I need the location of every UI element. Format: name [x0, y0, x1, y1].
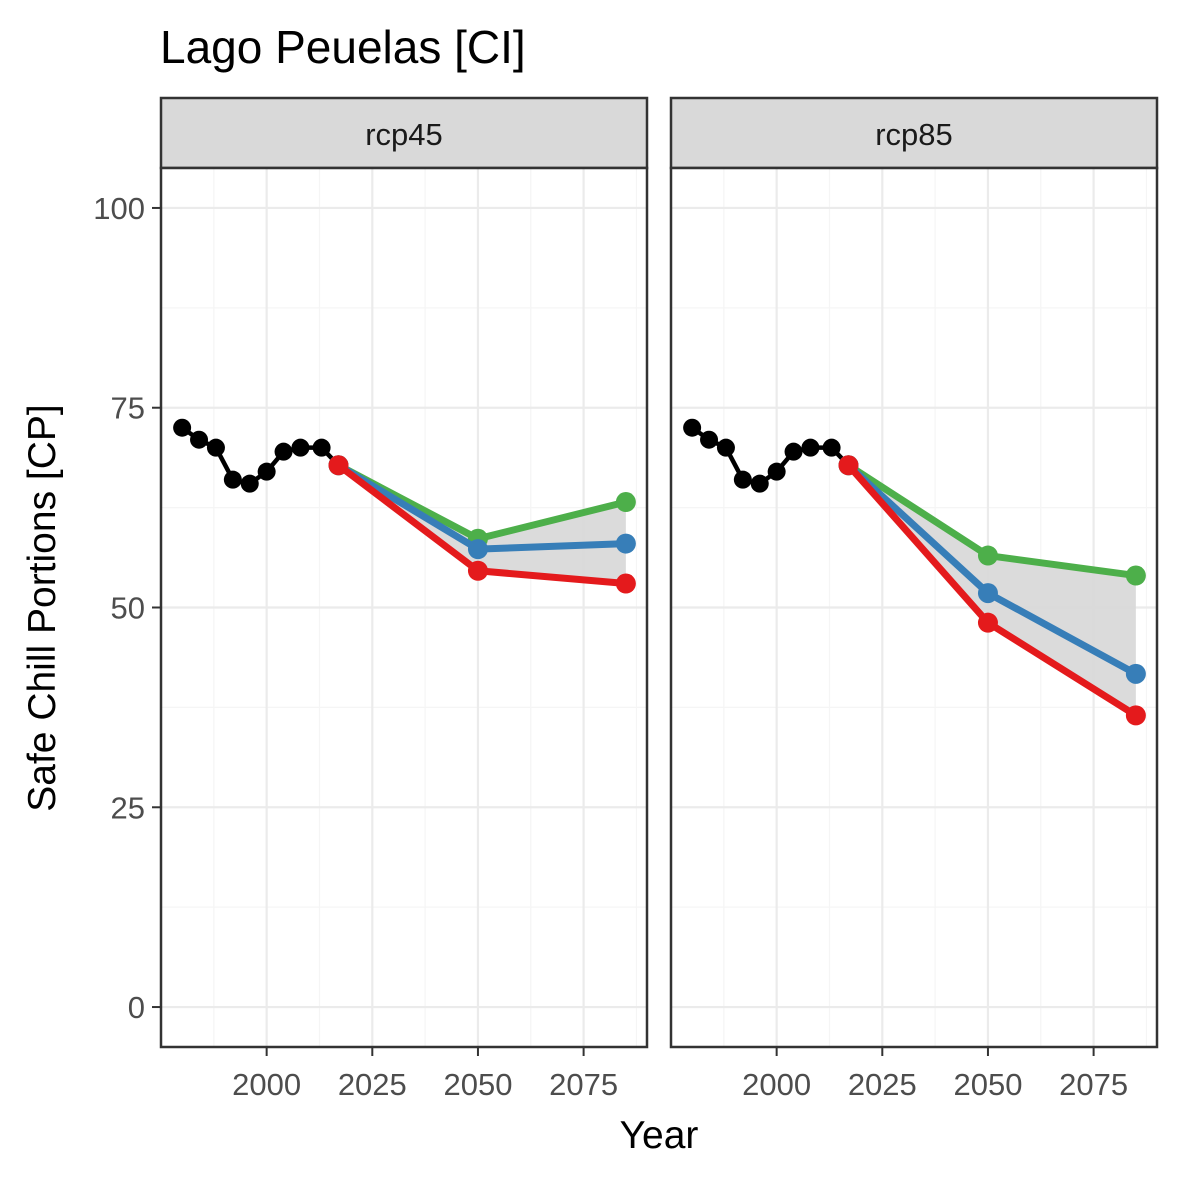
chart-title: Lago Peuelas [CI] — [160, 21, 526, 73]
historic-point — [206, 438, 225, 457]
historic-point — [683, 418, 702, 437]
historic-point — [716, 438, 735, 457]
projection-point-high — [977, 545, 998, 566]
y-axis-title: Safe Chill Portions [CP] — [21, 404, 64, 812]
y-tick-label: 25 — [111, 790, 145, 825]
strip-label: rcp85 — [875, 117, 953, 152]
historic-point — [223, 470, 242, 489]
panel-rcp85: rcp85 2000 2025 2050 2075 — [669, 96, 1159, 1102]
historic-point — [312, 438, 331, 457]
historic-point — [173, 418, 192, 437]
projection-point-low — [977, 612, 998, 633]
historic-point — [733, 470, 752, 489]
y-tick-label: 50 — [111, 591, 145, 626]
strip-background — [669, 96, 1159, 170]
projection-point-low — [328, 455, 349, 476]
historic-point — [190, 430, 209, 449]
y-tick-label: 75 — [111, 391, 145, 426]
x-axis-title: Year — [620, 1114, 699, 1157]
x-tick-label: 2050 — [443, 1067, 512, 1102]
projection-point-mid — [977, 583, 998, 604]
historic-point — [767, 462, 786, 481]
projection-point-low — [615, 573, 636, 594]
panel-border — [669, 166, 1159, 1049]
y-tick-label: 0 — [128, 990, 145, 1025]
strip-label: rcp45 — [365, 117, 443, 152]
projection-point-mid — [467, 539, 488, 560]
projection-point-mid — [1125, 663, 1146, 684]
historic-point — [257, 462, 276, 481]
x-tick-label: 2000 — [232, 1067, 301, 1102]
projection-point-low — [1125, 705, 1146, 726]
projection-point-low — [467, 560, 488, 581]
historic-point — [291, 438, 310, 457]
x-tick-label: 2050 — [953, 1067, 1022, 1102]
panels: rcp45 2000 2025 2050 2075 0 25 50 75 100 rcp85 2000… — [93, 96, 1159, 1102]
x-tick-label: 2025 — [848, 1067, 917, 1102]
strip-background — [159, 96, 649, 170]
projection-range-ribbon — [338, 465, 626, 584]
x-tick-label: 2075 — [549, 1067, 618, 1102]
historic-point — [801, 438, 820, 457]
historic-series-line — [180, 425, 341, 486]
projection-point-high — [1125, 565, 1146, 586]
x-tick-label: 2000 — [742, 1067, 811, 1102]
historic-point — [240, 474, 259, 493]
x-tick-label: 2025 — [338, 1067, 407, 1102]
y-tick-label: 100 — [93, 191, 145, 226]
historic-point — [822, 438, 841, 457]
panel-rcp45: rcp45 2000 2025 2050 2075 0 25 50 75 100 — [93, 96, 649, 1102]
projection-point-high — [615, 492, 636, 513]
historic-series-line — [690, 425, 851, 486]
historic-point — [784, 442, 803, 461]
historic-point — [700, 430, 719, 449]
x-tick-label: 2075 — [1059, 1067, 1128, 1102]
projection-point-mid — [615, 533, 636, 554]
historic-point — [750, 474, 769, 493]
historic-point — [274, 442, 293, 461]
projection-point-low — [838, 455, 859, 476]
